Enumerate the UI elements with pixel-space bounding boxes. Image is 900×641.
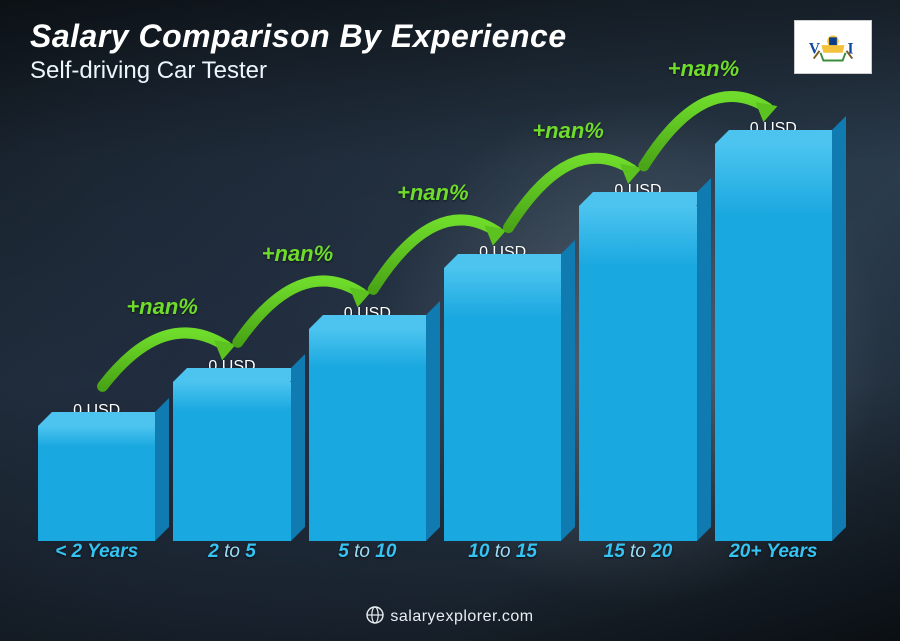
chart-stage: Salary Comparison By Experience Self-dri…	[0, 0, 900, 641]
x-axis-label: 10 to 15	[444, 541, 561, 571]
bar	[579, 206, 696, 541]
x-axis-label: 5 to 10	[309, 541, 426, 571]
title-block: Salary Comparison By Experience Self-dri…	[30, 18, 567, 85]
x-axis-label: 2 to 5	[173, 541, 290, 571]
bar	[38, 426, 155, 541]
delta-label: +nan%	[668, 56, 740, 82]
bar-slot: 0 USD	[579, 100, 696, 541]
bar-slot: 0 USD	[309, 100, 426, 541]
bar-slot: 0 USD	[173, 100, 290, 541]
bar	[173, 382, 290, 541]
x-axis-label: < 2 Years	[38, 541, 155, 571]
chart-subtitle: Self-driving Car Tester	[30, 57, 567, 85]
footer-text: salaryexplorer.com	[390, 608, 533, 625]
region-flag-icon: V I	[794, 20, 872, 74]
bar	[309, 329, 426, 541]
x-axis-label: 15 to 20	[579, 541, 696, 571]
globe-icon	[366, 606, 384, 629]
bar-chart: +nan%+nan%+nan%+nan%+nan% 0 USD0 USD0 US…	[30, 100, 840, 571]
bar	[715, 144, 832, 541]
bar-slot: 0 USD	[38, 100, 155, 541]
bar-slot: 0 USD	[715, 100, 832, 541]
bar	[444, 268, 561, 541]
bars-container: 0 USD0 USD0 USD0 USD0 USD0 USD	[30, 100, 840, 541]
bar-slot: 0 USD	[444, 100, 561, 541]
chart-title: Salary Comparison By Experience	[30, 18, 567, 55]
x-axis-label: 20+ Years	[715, 541, 832, 571]
x-axis-labels: < 2 Years 2 to 5 5 to 10 10 to 15 15 to 20 20…	[30, 541, 840, 571]
footer-attribution: salaryexplorer.com	[0, 606, 900, 629]
svg-text:V: V	[809, 41, 820, 58]
